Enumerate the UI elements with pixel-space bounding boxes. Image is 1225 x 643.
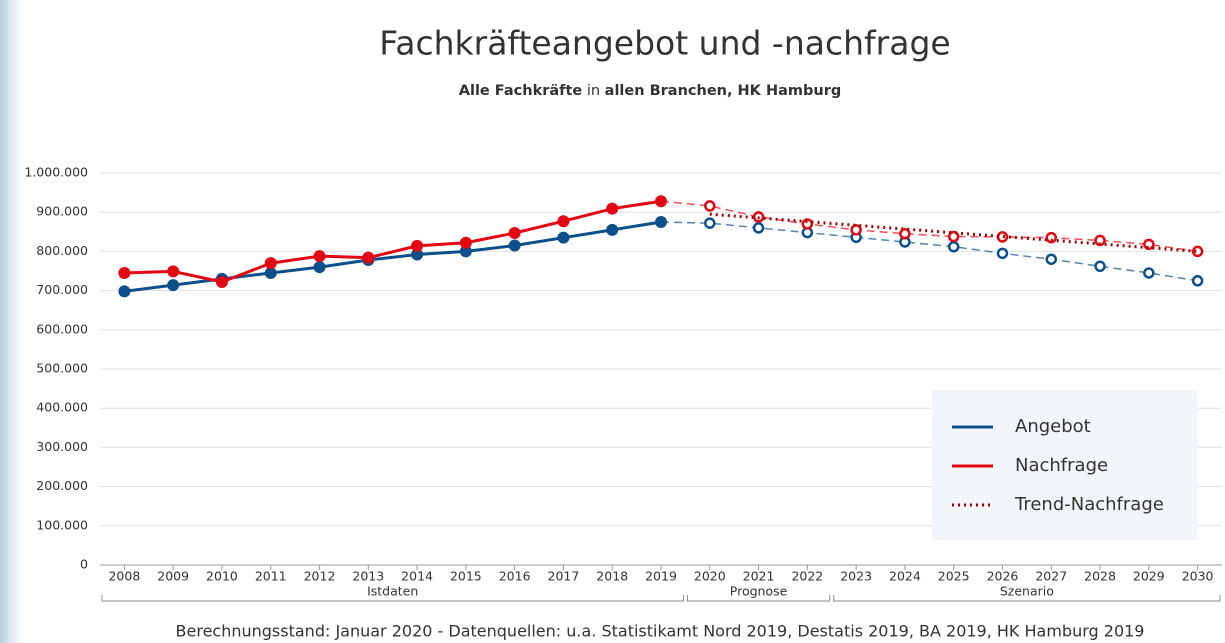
point xyxy=(509,240,521,252)
y-tick-label: 300.000 xyxy=(36,439,88,454)
point xyxy=(167,265,179,277)
x-tick-label: 2016 xyxy=(499,569,531,584)
subtitle-part: allen Branchen, HK Hamburg xyxy=(605,83,842,99)
page: Fachkräfteangebot und -nachfrage Alle Fa… xyxy=(0,0,1225,643)
x-tick-label: 2018 xyxy=(596,569,628,584)
x-tick-label: 2022 xyxy=(791,569,823,584)
forecast-point xyxy=(1144,240,1153,249)
footer: Berechnungsstand: Januar 2020 - Datenque… xyxy=(176,622,1145,641)
chart: Fachkräfteangebot und -nachfrage Alle Fa… xyxy=(0,0,1225,643)
forecast-point xyxy=(998,232,1007,241)
chart-subtitle: Alle Fachkräfte in allen Branchen, HK Ha… xyxy=(459,83,841,99)
x-tick-label: 2024 xyxy=(889,569,921,584)
y-tick-label: 1.000.000 xyxy=(24,165,88,180)
point xyxy=(606,224,618,236)
y-tick-label: 900.000 xyxy=(36,204,88,219)
y-tick-label: 200.000 xyxy=(36,478,88,493)
point xyxy=(265,257,277,269)
point xyxy=(557,232,569,244)
x-tick-label: 2014 xyxy=(401,569,433,584)
x-tick-label: 2013 xyxy=(352,569,384,584)
forecast-point xyxy=(949,242,958,251)
forecast-point xyxy=(1096,262,1105,271)
chart-title: Fachkräfteangebot und -nachfrage xyxy=(379,24,950,63)
subtitle-part: Alle Fachkräfte xyxy=(459,83,583,99)
legend-label: Trend-Nachfrage xyxy=(1014,494,1164,515)
x-tick-label: 2020 xyxy=(694,569,726,584)
x-tick-label: 2017 xyxy=(548,569,580,584)
x-tick-label: 2029 xyxy=(1133,569,1165,584)
forecast-point xyxy=(998,249,1007,258)
point xyxy=(460,237,472,249)
x-tick-label: 2010 xyxy=(206,569,238,584)
period-label: Istdaten xyxy=(367,584,418,599)
forecast-point xyxy=(1193,276,1202,285)
y-tick-label: 600.000 xyxy=(36,321,88,336)
forecast-point xyxy=(705,219,714,228)
forecast-point xyxy=(754,223,763,232)
y-tick-label: 700.000 xyxy=(36,282,88,297)
point xyxy=(118,267,130,279)
point xyxy=(655,195,667,207)
x-tick-label: 2025 xyxy=(938,569,970,584)
point xyxy=(606,203,618,215)
period-label: Szenario xyxy=(1000,584,1054,599)
point xyxy=(216,276,228,288)
x-tick-label: 2030 xyxy=(1182,569,1214,584)
x-tick-label: 2023 xyxy=(840,569,872,584)
x-tick-label: 2021 xyxy=(743,569,775,584)
point xyxy=(314,250,326,262)
x-tick-label: 2012 xyxy=(304,569,336,584)
x-tick-label: 2009 xyxy=(157,569,189,584)
y-tick-label: 800.000 xyxy=(36,243,88,258)
x-tick-label: 2008 xyxy=(108,569,140,584)
point xyxy=(411,240,423,252)
point xyxy=(118,285,130,297)
period-label: Prognose xyxy=(730,584,788,599)
point xyxy=(557,215,569,227)
point xyxy=(509,227,521,239)
x-tick-label: 2019 xyxy=(645,569,677,584)
forecast-point xyxy=(705,201,714,210)
point xyxy=(314,261,326,273)
x-tick-label: 2027 xyxy=(1035,569,1067,584)
x-tick-label: 2028 xyxy=(1084,569,1116,584)
forecast-point xyxy=(1144,268,1153,277)
y-tick-label: 0 xyxy=(80,557,88,572)
point xyxy=(362,252,374,264)
edge-decoration xyxy=(0,0,22,643)
x-tick-label: 2015 xyxy=(450,569,482,584)
y-tick-label: 100.000 xyxy=(36,517,88,532)
legend-label: Nachfrage xyxy=(1015,455,1108,476)
y-tick-label: 500.000 xyxy=(36,361,88,376)
subtitle-part: in xyxy=(587,83,600,99)
forecast-point xyxy=(1047,255,1056,264)
y-tick-label: 400.000 xyxy=(36,400,88,415)
x-tick-label: 2026 xyxy=(987,569,1019,584)
x-tick-label: 2011 xyxy=(255,569,287,584)
point xyxy=(655,216,667,228)
legend-label: Angebot xyxy=(1015,416,1091,437)
point xyxy=(167,279,179,291)
